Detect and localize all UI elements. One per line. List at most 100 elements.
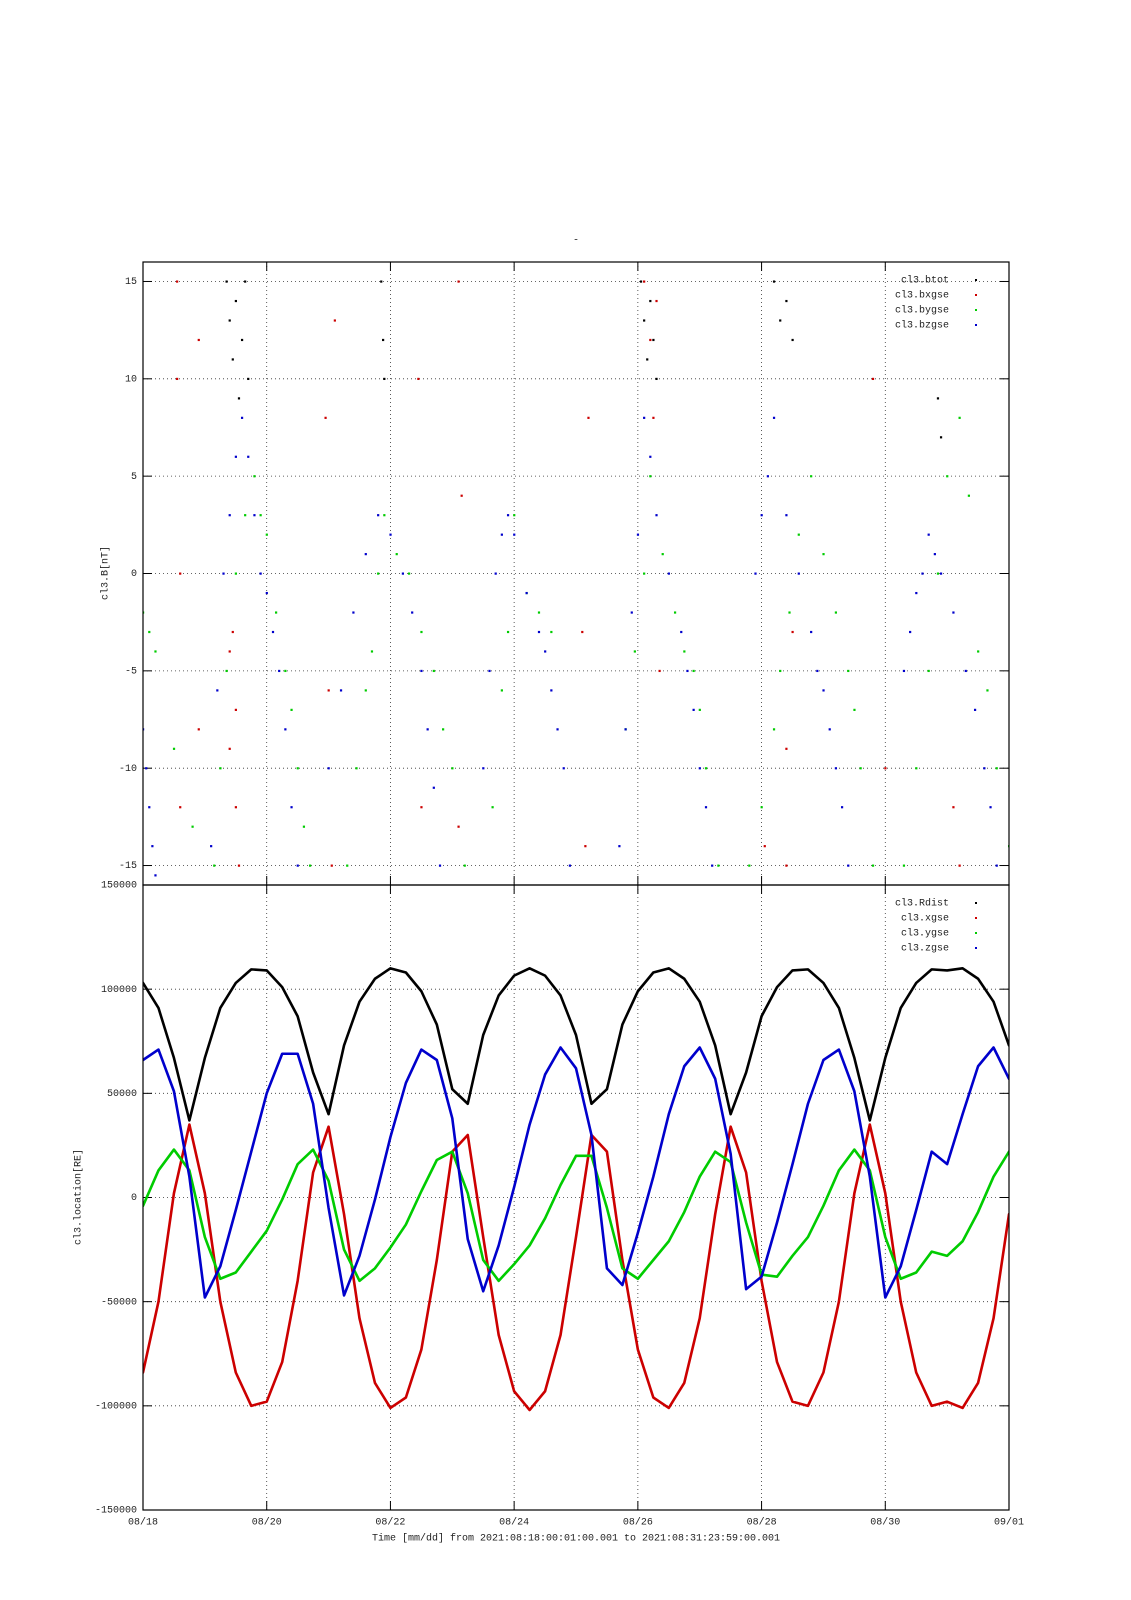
data-point	[568, 864, 572, 867]
data-point	[225, 669, 228, 673]
data-point	[457, 280, 460, 283]
data-point	[853, 708, 856, 711]
data-point	[228, 650, 231, 653]
data-point	[234, 806, 237, 809]
x-tick-label: 08/24	[499, 1517, 529, 1529]
data-point	[500, 533, 503, 536]
legend-label: cl3.Rdist	[895, 898, 949, 910]
data-point	[587, 416, 590, 419]
data-point	[426, 728, 429, 731]
y-tick-label: 50000	[107, 1089, 137, 1100]
data-point	[921, 572, 924, 575]
data-line	[143, 967, 1009, 1122]
y-tick-label: -100000	[95, 1401, 137, 1412]
data-point	[438, 864, 442, 867]
y-tick-label: -10	[119, 764, 137, 775]
data-line	[143, 1046, 1009, 1299]
y-tick-label: -150000	[95, 1506, 137, 1517]
legend-label: cl3.bygse	[895, 305, 949, 317]
data-point	[253, 514, 256, 517]
data-point	[977, 650, 980, 653]
data-point	[488, 669, 491, 673]
y-tick-label: -50000	[101, 1297, 137, 1308]
data-point	[544, 650, 547, 653]
data-point	[556, 728, 559, 731]
data-point	[259, 572, 262, 575]
plot-area	[143, 967, 1009, 1412]
data-point	[667, 572, 670, 575]
data-point	[290, 806, 293, 809]
data-point	[822, 553, 825, 556]
data-point	[797, 572, 800, 575]
data-point	[958, 864, 961, 867]
data-point	[763, 845, 766, 848]
data-point	[237, 397, 241, 400]
data-point	[537, 611, 541, 614]
data-point	[265, 591, 268, 595]
data-point	[407, 572, 411, 575]
data-point	[352, 611, 355, 614]
data-point	[779, 319, 782, 322]
data-point	[234, 572, 237, 575]
data-point	[643, 572, 646, 575]
data-point	[537, 630, 541, 634]
legend-marker	[975, 279, 977, 281]
plot-area	[143, 280, 1009, 877]
data-point	[274, 611, 278, 614]
data-point	[698, 767, 701, 770]
data-point	[584, 845, 587, 848]
x-tick-label: 08/28	[747, 1517, 777, 1529]
data-point	[460, 494, 463, 497]
data-point	[271, 630, 275, 634]
data-point	[154, 874, 157, 877]
legend-marker	[975, 917, 977, 919]
data-point	[234, 708, 237, 711]
data-point	[840, 806, 844, 809]
data-point	[176, 280, 179, 283]
data-point	[151, 845, 154, 848]
y-tick-label: -15	[119, 861, 137, 872]
data-point	[698, 708, 701, 711]
data-point	[333, 319, 336, 322]
data-point	[380, 280, 383, 283]
data-point	[296, 767, 299, 770]
data-point	[915, 591, 918, 595]
data-point	[884, 767, 887, 770]
legend-marker	[975, 932, 977, 934]
data-point	[834, 767, 837, 770]
data-point	[643, 416, 646, 419]
data-point	[958, 416, 961, 419]
data-point	[247, 455, 250, 458]
data-point	[791, 630, 794, 634]
data-point	[927, 533, 930, 536]
data-point	[284, 669, 287, 673]
data-point	[936, 397, 940, 400]
data-point	[154, 650, 157, 653]
data-point	[228, 747, 231, 750]
data-point	[847, 864, 850, 867]
data-point	[330, 864, 333, 867]
data-line	[143, 1123, 1009, 1412]
data-point	[197, 728, 200, 731]
data-point	[946, 475, 949, 478]
data-point	[420, 806, 423, 809]
data-point	[933, 553, 936, 556]
data-point	[847, 669, 850, 673]
legend-label: cl3.bzgse	[895, 320, 949, 332]
x-tick-label: 08/26	[623, 1517, 653, 1529]
data-point	[457, 825, 460, 828]
x-tick-label: 08/22	[375, 1517, 405, 1529]
data-point	[172, 747, 176, 750]
data-point	[432, 669, 435, 673]
data-point	[760, 514, 763, 517]
y-tick-label: 150000	[101, 881, 137, 892]
data-point	[643, 280, 646, 283]
data-point	[237, 864, 241, 867]
data-point	[327, 689, 330, 692]
data-point	[967, 494, 970, 497]
data-point	[222, 572, 225, 575]
data-point	[417, 377, 420, 381]
data-point	[772, 280, 776, 283]
data-point	[420, 630, 423, 634]
data-point	[995, 767, 998, 770]
